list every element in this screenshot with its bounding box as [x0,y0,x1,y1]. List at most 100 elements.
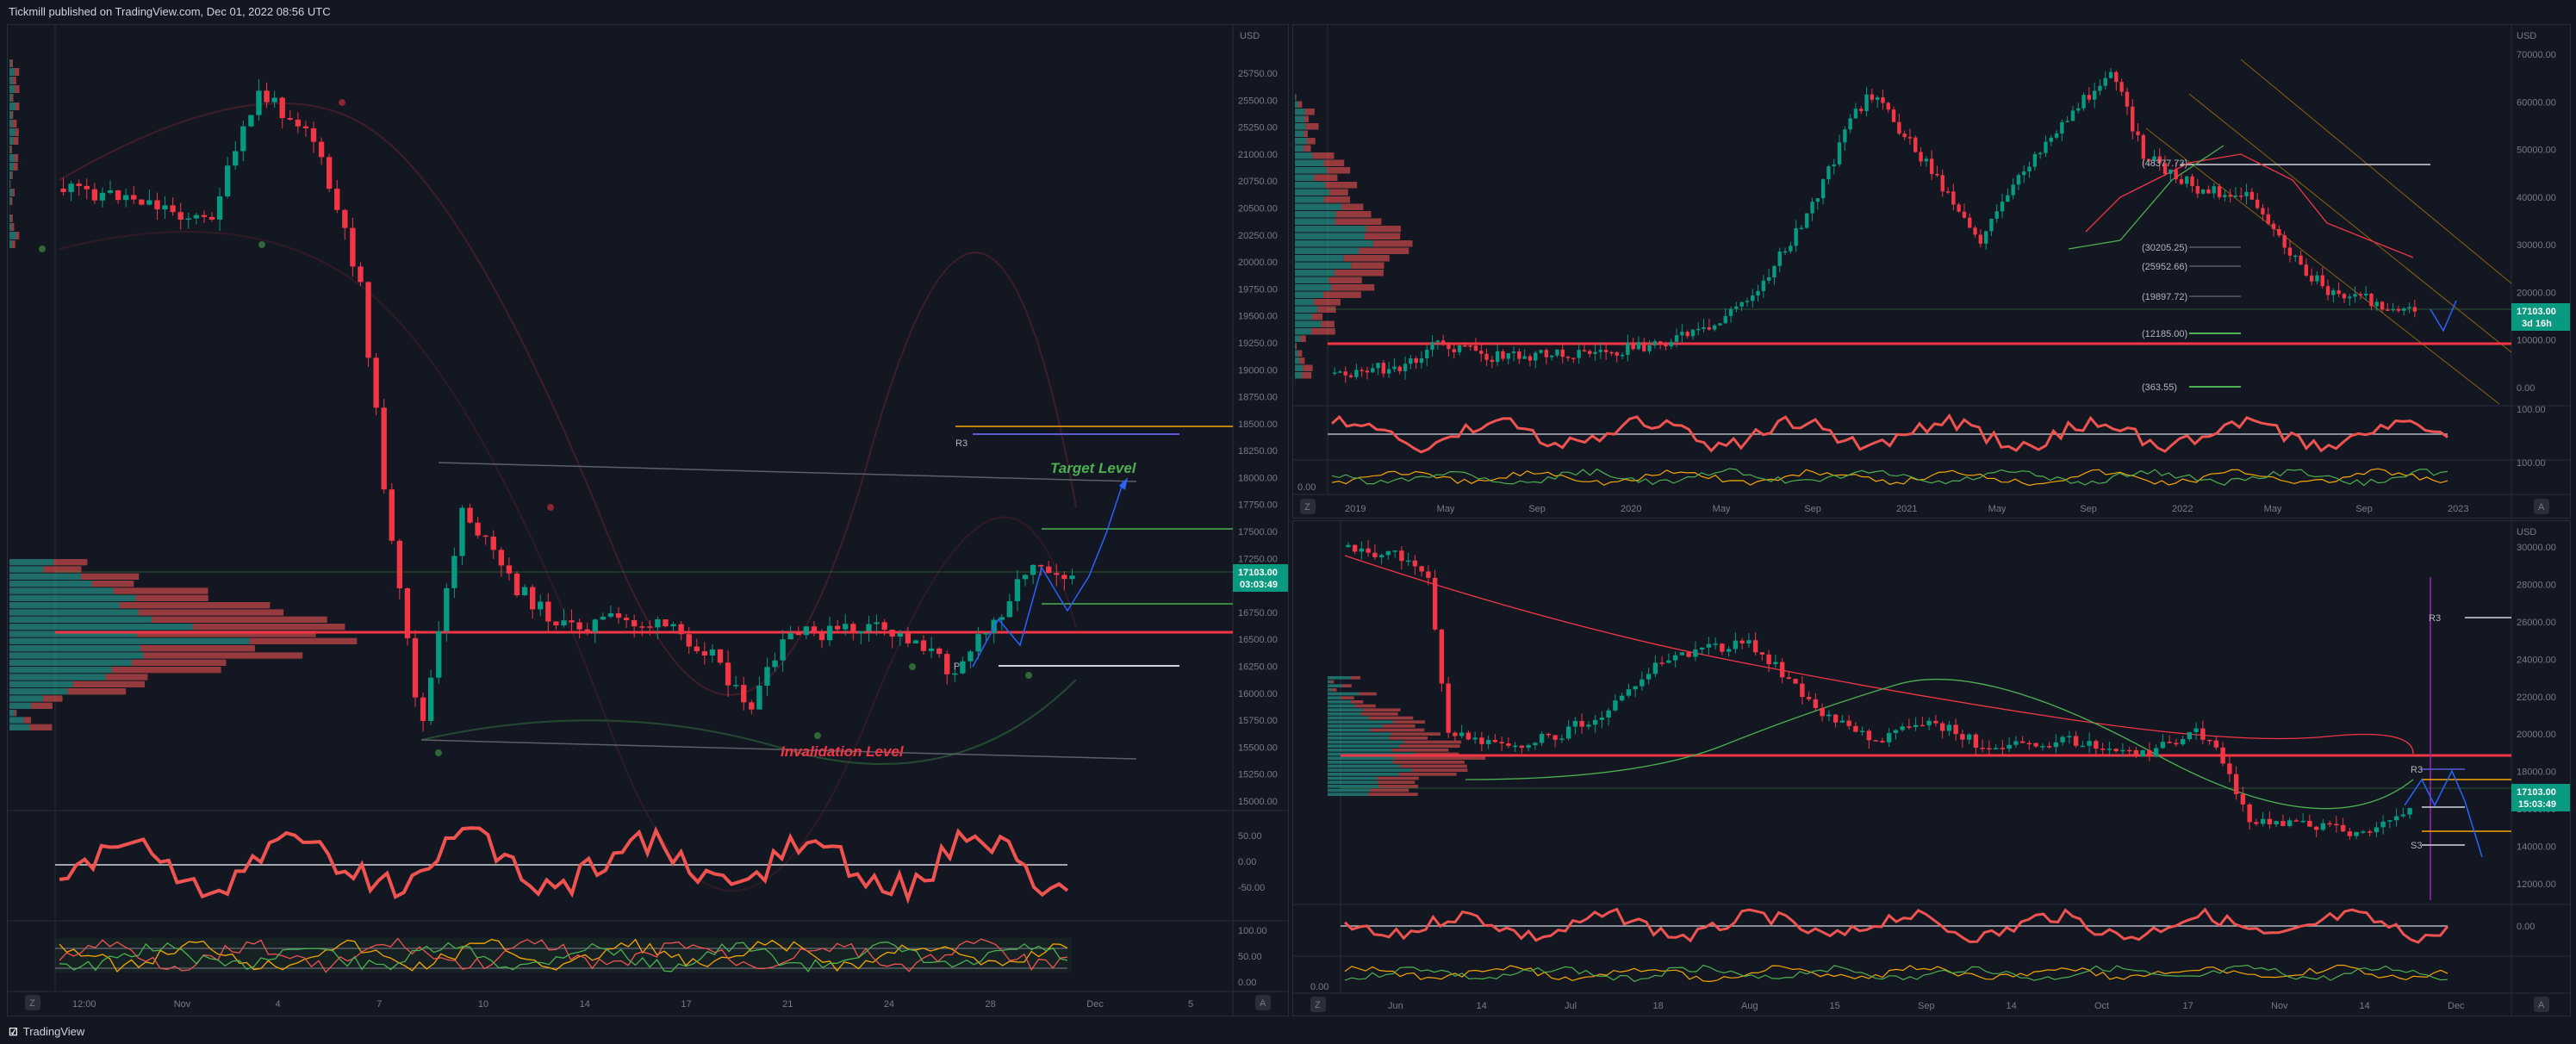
candle-body[interactable] [2260,818,2266,824]
candle-body[interactable] [709,649,716,656]
candle-body[interactable] [513,573,520,595]
candle-body[interactable] [2114,71,2119,83]
candle-body[interactable] [2233,774,2239,794]
candle-body[interactable] [678,624,684,635]
candle-body[interactable] [1533,743,1538,746]
candle-body[interactable] [818,631,825,641]
candle-body[interactable] [131,195,137,200]
candle-body[interactable] [2228,195,2232,197]
candle-body[interactable] [741,685,747,703]
candle-body[interactable] [1746,640,1752,644]
candle-body[interactable] [1348,375,1353,377]
candle-body[interactable] [1354,370,1359,377]
candle-body[interactable] [1552,735,1558,740]
candle-body[interactable] [1712,325,1717,330]
candle-body[interactable] [960,661,966,674]
candle-body[interactable] [631,620,638,627]
candle-body[interactable] [2325,286,2330,295]
candle-body[interactable] [787,633,793,640]
candle-body[interactable] [264,90,270,103]
time-axis[interactable]: 12:00 Nov 4 7 10 14 17 21 24 28 Dec 5 [72,999,1193,1010]
candle-body[interactable] [177,212,184,221]
candle-body[interactable] [1599,718,1605,720]
candle-body[interactable] [749,702,755,710]
candle-body[interactable] [1579,720,1584,727]
candle-body[interactable] [1786,677,1792,680]
candle-body[interactable] [1897,121,1901,134]
candle-body[interactable] [944,654,950,674]
candle-body[interactable] [1534,352,1538,361]
candle-body[interactable] [1973,227,1977,235]
candle-body[interactable] [1983,231,1988,244]
candle-body[interactable] [2255,199,2260,208]
candle-body[interactable] [1479,351,1484,354]
candle-body[interactable] [2293,820,2299,822]
candle-body[interactable] [2340,824,2346,832]
candle-body[interactable] [1752,640,1758,653]
candle-body[interactable] [2327,823,2332,825]
candle-body[interactable] [2108,71,2113,78]
candle-body[interactable] [1626,343,1630,355]
candle-body[interactable] [1022,575,1029,580]
candle-body[interactable] [2193,728,2199,732]
candle-body[interactable] [1875,97,1880,100]
candle-body[interactable] [115,190,121,201]
candle-body[interactable] [1366,548,1371,553]
candle-body[interactable] [1960,734,1965,740]
candle-body[interactable] [1546,733,1552,736]
candle-body[interactable] [1800,683,1805,697]
candle-body[interactable] [2187,731,2193,740]
candle-body[interactable] [1338,371,1342,373]
candle-body[interactable] [1761,280,1766,291]
candle-body[interactable] [1485,739,1491,744]
candle-body[interactable] [1837,142,1842,165]
candle-body[interactable] [1685,332,1689,337]
candle-body[interactable] [1696,328,1701,331]
candle-body[interactable] [834,625,841,630]
candle-body[interactable] [1652,341,1658,345]
candle-body[interactable] [1686,652,1691,657]
candle-body[interactable] [2387,820,2392,822]
candle-body[interactable] [1528,356,1533,361]
candle-body[interactable] [2038,152,2043,155]
candle-body[interactable] [1679,652,1685,656]
candle-body[interactable] [2013,741,2019,745]
candle-body[interactable] [670,624,676,627]
candle-body[interactable] [732,685,739,687]
candle-body[interactable] [1900,726,1905,730]
candle-body[interactable] [1446,683,1451,733]
candle-body[interactable] [1926,720,1932,726]
candle-body[interactable] [2053,742,2059,748]
candle-body[interactable] [2363,293,2368,295]
candle-body[interactable] [1399,550,1404,562]
candle-body[interactable] [1940,175,1944,192]
bottom-right-chart-panel[interactable]: R3 S3 R3 30000.00 28000.00 26000.00 24000.0… [1292,520,2571,1016]
candle-body[interactable] [1492,739,1498,743]
candle-body[interactable] [1848,118,1852,130]
candle-body[interactable] [584,629,590,632]
candle-body[interactable] [2386,309,2390,311]
candle-body[interactable] [185,218,191,221]
candle-body[interactable] [1592,719,1598,725]
candle-body[interactable] [1843,129,1847,143]
candle-body[interactable] [1559,738,1565,740]
candle-body[interactable] [2334,823,2339,826]
candle-body[interactable] [2249,191,2255,200]
candle-body[interactable] [615,612,622,618]
left-chart-svg[interactable]: Target Level Invalidation Level R3 P 257… [8,25,1288,1016]
left-chart-panel[interactable]: Target Level Invalidation Level R3 P 257… [7,24,1289,1016]
candle-body[interactable] [2206,739,2212,742]
candle-body[interactable] [2336,290,2341,295]
candle-body[interactable] [912,640,919,643]
candle-body[interactable] [1886,103,1890,110]
candle-body[interactable] [1506,743,1511,746]
candle-body[interactable] [600,616,607,620]
candle-body[interactable] [1672,655,1678,661]
candle-body[interactable] [2179,179,2184,184]
candle-body[interactable] [780,639,786,661]
candle-body[interactable] [2033,743,2038,747]
candle-body[interactable] [772,660,778,668]
candle-body[interactable] [764,667,770,687]
candle-body[interactable] [1728,308,1733,316]
candle-body[interactable] [107,190,114,193]
